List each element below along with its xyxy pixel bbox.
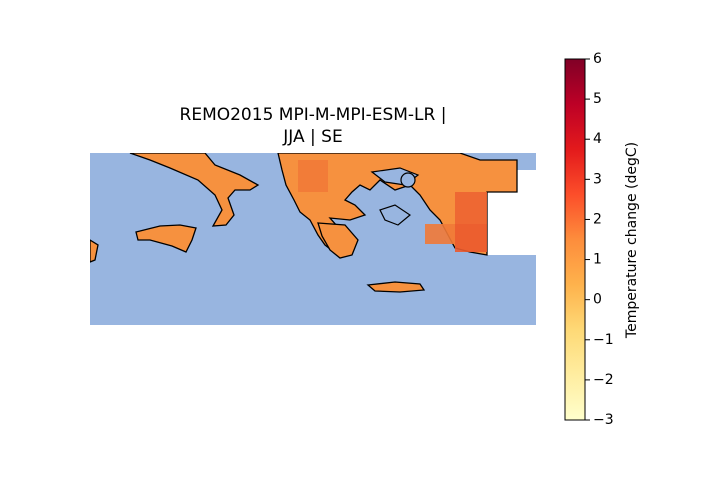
colorbar-tick-label: 1 bbox=[593, 252, 602, 268]
map bbox=[90, 153, 536, 325]
colorbar-tick-label: 2 bbox=[593, 211, 602, 227]
no-data bbox=[517, 170, 536, 255]
colorbar-tick-label: 4 bbox=[593, 131, 602, 147]
title-line: REMO2015 MPI-M-MPI-ESM-LR | bbox=[180, 105, 447, 125]
no-data bbox=[487, 192, 517, 255]
colorbar bbox=[564, 58, 586, 421]
islands-sea bbox=[370, 167, 420, 226]
colorbar-label: Temperature change (degC) bbox=[624, 142, 640, 339]
title-line: JJA | SE bbox=[282, 127, 342, 147]
colorbar-tick-label: −3 bbox=[593, 412, 614, 428]
colorbar-tick-label: 6 bbox=[593, 51, 602, 67]
colorbar-tick-label: −2 bbox=[593, 372, 614, 388]
colorbar-tick-label: 5 bbox=[593, 91, 602, 107]
colorbar-tick-label: 0 bbox=[593, 292, 602, 308]
colorbar-tick-label: −1 bbox=[593, 332, 614, 348]
warmer-cells bbox=[298, 160, 487, 252]
colorbar-tick-label: 3 bbox=[593, 171, 602, 187]
